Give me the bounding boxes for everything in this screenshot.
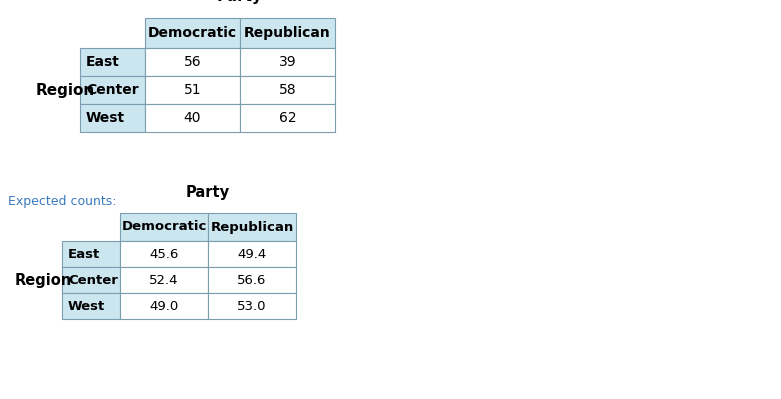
- Text: 51: 51: [184, 83, 201, 97]
- Text: 45.6: 45.6: [149, 247, 179, 261]
- Text: Party: Party: [217, 0, 263, 4]
- Bar: [208, 241, 296, 267]
- Bar: [240, 104, 335, 132]
- Bar: [240, 76, 335, 104]
- Text: 52.4: 52.4: [149, 273, 179, 286]
- Text: 40: 40: [184, 111, 201, 125]
- Text: 58: 58: [279, 83, 296, 97]
- Text: 56.6: 56.6: [237, 273, 266, 286]
- Text: West: West: [86, 111, 125, 125]
- Bar: [208, 293, 296, 319]
- Bar: [120, 267, 208, 293]
- Bar: [80, 104, 145, 132]
- Bar: [240, 18, 335, 48]
- Bar: [62, 241, 120, 267]
- Bar: [208, 267, 296, 293]
- Text: 49.4: 49.4: [237, 247, 266, 261]
- Text: Expected counts:: Expected counts:: [8, 194, 116, 207]
- Text: Party: Party: [186, 185, 230, 200]
- Text: West: West: [68, 300, 105, 312]
- Text: Democratic: Democratic: [148, 26, 237, 40]
- Bar: [145, 104, 240, 132]
- Bar: [62, 293, 120, 319]
- Text: 49.0: 49.0: [149, 300, 179, 312]
- Bar: [120, 241, 208, 267]
- Text: Democratic: Democratic: [121, 221, 207, 233]
- Bar: [145, 48, 240, 76]
- Text: 53.0: 53.0: [237, 300, 267, 312]
- Text: Center: Center: [68, 273, 118, 286]
- Bar: [62, 267, 120, 293]
- Text: Republican: Republican: [244, 26, 331, 40]
- Bar: [145, 18, 240, 48]
- Bar: [208, 213, 296, 241]
- Text: 62: 62: [279, 111, 296, 125]
- Text: 39: 39: [279, 55, 296, 69]
- Text: Center: Center: [86, 83, 138, 97]
- Bar: [80, 48, 145, 76]
- Bar: [80, 76, 145, 104]
- Text: Region: Region: [15, 273, 72, 288]
- Bar: [120, 293, 208, 319]
- Bar: [120, 213, 208, 241]
- Text: East: East: [86, 55, 119, 69]
- Text: Republican: Republican: [210, 221, 294, 233]
- Text: Region: Region: [36, 83, 95, 97]
- Bar: [240, 48, 335, 76]
- Bar: [145, 76, 240, 104]
- Text: East: East: [68, 247, 100, 261]
- Text: 56: 56: [184, 55, 201, 69]
